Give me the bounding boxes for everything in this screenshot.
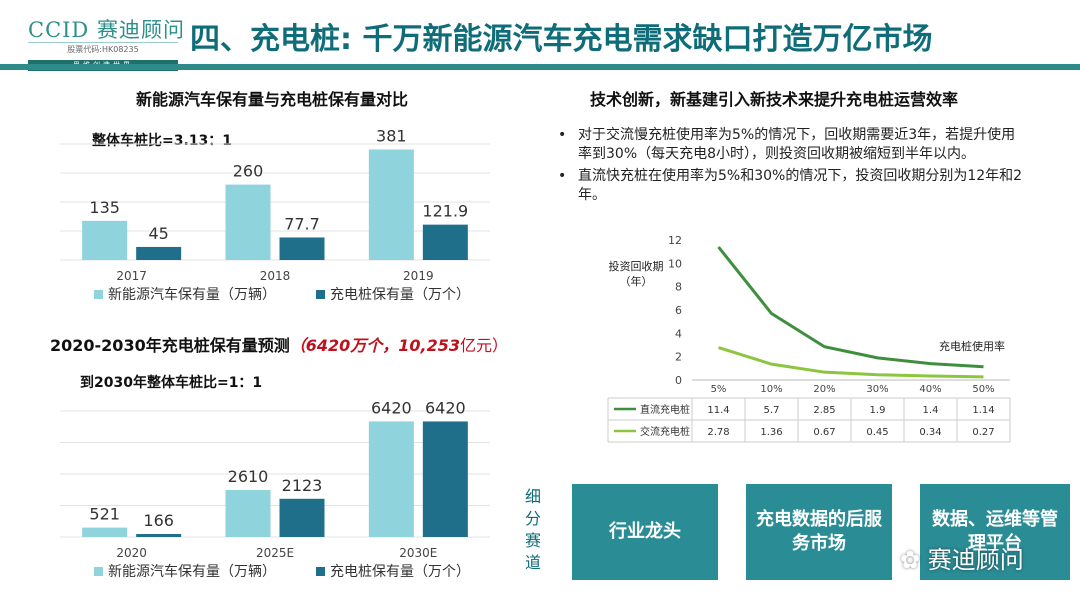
watermark-text: 赛迪顾问 <box>927 546 1024 574</box>
table-cell: 0.45 <box>866 427 888 438</box>
x-tick-label: 10% <box>760 384 782 395</box>
data-label: 135 <box>89 198 120 217</box>
table-cell: 11.4 <box>707 405 729 416</box>
tick-label: 2030E <box>399 546 437 560</box>
segment-label: 细分赛道 <box>524 487 541 572</box>
tech-bullets: 对于交流慢充桩使用率为5%的情况下，回收期需要近3年，若提升使用率到30%（每天… <box>558 126 1028 208</box>
legend-swatch <box>94 290 103 299</box>
y-axis-label: 投资回收期（年） <box>609 259 664 288</box>
series-line <box>718 346 984 379</box>
x-tick-label: 30% <box>866 384 888 395</box>
x-tick-label: 20% <box>813 384 835 395</box>
x-axis-label: 充电桩使用率 <box>939 339 1005 353</box>
bullet-item: 直流快充桩在使用率为5%和30%的情况下，投资回收期分别为12年和2年。 <box>558 167 1028 205</box>
payback-period-chart: 0 2 4 6 8 10 12 投资回收期（年） 充电桩使用率 5% 10% 20% 30% 40% 50%… <box>607 234 1011 443</box>
table-cell: 5.7 <box>764 405 780 416</box>
logo-brand: CCID 赛迪顾问 <box>28 18 185 42</box>
y-tick-label: 2 <box>675 351 682 364</box>
watermark: ✿ 赛迪顾问 <box>900 546 1024 574</box>
segment-box-management-platform: 数据、运维等管理平台 <box>920 484 1070 580</box>
bar <box>136 534 182 537</box>
bar <box>82 220 128 260</box>
data-label: 6420 <box>425 398 466 417</box>
bar <box>279 498 325 537</box>
legend-entry: 直流充电桩 <box>640 403 690 416</box>
bar <box>368 421 414 537</box>
series-line <box>717 246 984 369</box>
table-cell: 1.36 <box>760 427 782 438</box>
tick-label: 2018 <box>260 269 291 283</box>
table-cell: 1.4 <box>923 405 939 416</box>
table-cell: 0.67 <box>813 427 835 438</box>
data-label: 77.7 <box>284 214 320 233</box>
ev-pile-comparison-title: 新能源汽车保有量与充电桩保有量对比 <box>136 90 409 109</box>
table-cell: 2.85 <box>813 405 835 416</box>
bar <box>368 149 414 260</box>
x-tick-label: 50% <box>972 384 994 395</box>
y-tick-label: 10 <box>668 257 682 270</box>
ratio-2030-text: 到2030年整体车桩比=1：1 <box>80 375 263 391</box>
data-label: 121.9 <box>422 202 468 221</box>
legend-entry: 新能源汽车保有量（万辆） <box>108 563 276 580</box>
legend-entry: 交流充电桩 <box>640 425 690 438</box>
title-rule <box>0 64 1080 70</box>
legend-entry: 新能源汽车保有量（万辆） <box>108 286 276 303</box>
tech-innovation-title: 技术创新，新基建引入新技术来提升充电桩运营效率 <box>590 90 959 109</box>
page-title: 四、充电桩: 千万新能源汽车充电需求缺口打造万亿市场 <box>190 22 933 57</box>
bullet-item: 对于交流慢充桩使用率为5%的情况下，回收期需要近3年，若提升使用率到30%（每天… <box>558 126 1028 164</box>
y-tick-label: 12 <box>668 234 682 247</box>
legend-swatch <box>316 290 325 299</box>
data-label: 521 <box>89 505 120 524</box>
table-cell: 0.27 <box>972 427 994 438</box>
legend-swatch <box>94 567 103 576</box>
x-tick-label: 5% <box>711 384 727 395</box>
y-axis-label-line: 投资回收期 <box>609 259 664 273</box>
segment-box-data-after-service: 充电数据的后服务市场 <box>746 484 892 580</box>
forecast-title-suffix: 亿元） <box>460 336 509 355</box>
logo-divider <box>28 42 178 43</box>
y-tick-label: 8 <box>675 281 682 294</box>
ev-pile-comparison-chart: 135 45 2017 260 77.7 2018 381 121.9 2019 新能源汽车保有量… <box>60 127 490 303</box>
data-label: 381 <box>376 127 407 146</box>
pile-forecast-chart: 521 166 2020 2610 2123 2025E 6420 6420 2030E 新能源汽… <box>60 398 490 580</box>
data-label: 166 <box>143 511 174 530</box>
data-label: 260 <box>233 162 264 181</box>
bar <box>82 527 128 537</box>
bar <box>422 421 468 537</box>
forecast-title-prefix: 2020-2030年充电桩保有量预测 <box>50 336 290 355</box>
tick-label: 2019 <box>403 269 434 283</box>
data-label: 2123 <box>282 476 323 495</box>
data-label: 6420 <box>371 398 412 417</box>
table-cell: 1.14 <box>972 405 994 416</box>
logo-stock-code: 股票代码:HK08235 <box>67 45 139 54</box>
y-tick-label: 4 <box>675 327 682 340</box>
bar <box>225 490 271 537</box>
y-tick-label: 0 <box>675 374 682 387</box>
data-label: 2610 <box>228 467 269 486</box>
data-label: 45 <box>148 224 168 243</box>
tick-label: 2020 <box>116 546 147 560</box>
bar <box>422 224 468 260</box>
legend-swatch <box>316 567 325 576</box>
tick-label: 2017 <box>116 269 147 283</box>
y-axis-label-line: （年） <box>620 274 653 288</box>
y-tick-label: 6 <box>675 304 682 317</box>
tick-label: 2025E <box>256 546 294 560</box>
table-cell: 0.34 <box>919 427 941 438</box>
overall-ratio-text: 整体车桩比=3.13：1 <box>92 133 233 149</box>
legend-entry: 充电桩保有量（万个） <box>330 563 470 580</box>
table-cell: 1.9 <box>870 405 886 416</box>
forecast-title-highlight: （6420万个，10,253 <box>289 336 460 355</box>
bar <box>279 237 325 260</box>
segment-box-industry-leader: 行业龙头 <box>572 484 718 580</box>
bar <box>136 246 182 260</box>
legend-entry: 充电桩保有量（万个） <box>330 286 470 303</box>
bar <box>225 184 271 260</box>
forecast-title: 2020-2030年充电桩保有量预测（6420万个，10,253亿元） <box>50 332 508 356</box>
x-tick-label: 40% <box>919 384 941 395</box>
table-cell: 2.78 <box>707 427 729 438</box>
